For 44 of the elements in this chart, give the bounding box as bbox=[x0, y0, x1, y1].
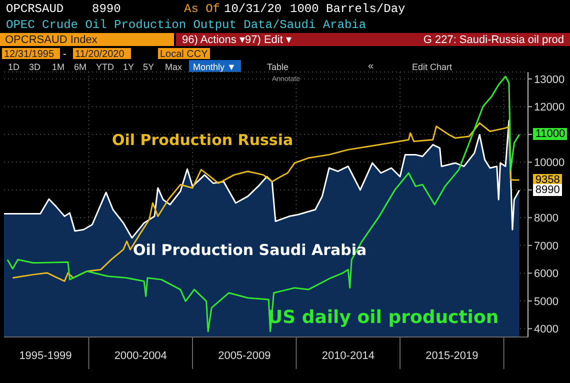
y-tick-label: 12000 bbox=[534, 102, 565, 114]
x-tick-label: 2000-2004 bbox=[114, 350, 167, 362]
text: 97) Edit ▾ bbox=[245, 34, 292, 47]
annotation: Table bbox=[267, 61, 289, 74]
y-tick-label: 13000 bbox=[534, 74, 565, 86]
annotation: 3D bbox=[29, 61, 41, 74]
annotation: 1M bbox=[52, 61, 65, 74]
text: 10/31/20 bbox=[224, 2, 282, 16]
x-tick-label: 2015-2019 bbox=[426, 350, 478, 362]
annotation: 8990 bbox=[533, 184, 562, 196]
y-tick-label: 5000 bbox=[534, 296, 558, 308]
annotation: 11000 bbox=[533, 128, 568, 140]
annotation: 5Y bbox=[143, 61, 154, 74]
chart-title: OPEC Crude Oil Production Output Data/Saudi Arabia bbox=[6, 18, 366, 32]
y-tick-label: 8000 bbox=[534, 212, 558, 225]
annotation: 1Y bbox=[123, 61, 134, 74]
annotation: YTD bbox=[96, 61, 114, 74]
text: 11/20/2020 bbox=[75, 48, 124, 61]
text: OPCRSAUD Index bbox=[5, 34, 98, 47]
annotation: Edit Chart bbox=[412, 61, 452, 74]
x-tick-label: 1995-1999 bbox=[19, 350, 72, 362]
y-tick-label: 10000 bbox=[534, 157, 565, 170]
annotation: Monthly ▼ bbox=[193, 61, 236, 74]
x-tick-label: 2005-2009 bbox=[218, 350, 271, 362]
annotation: 6M bbox=[74, 61, 87, 74]
annotation: 1D bbox=[8, 61, 20, 74]
annotation: « bbox=[368, 60, 374, 73]
line-series bbox=[6, 76, 520, 332]
line-series bbox=[12, 122, 520, 282]
y-tick-label: 6000 bbox=[534, 268, 558, 280]
text: 96) Actions ▾ bbox=[182, 34, 245, 47]
text: 8990 bbox=[92, 2, 121, 16]
text: As Of bbox=[184, 2, 220, 16]
text: OPCRSAUD bbox=[6, 2, 64, 16]
y-tick-label: 4000 bbox=[534, 324, 558, 336]
text: - bbox=[63, 48, 66, 61]
annotation: 9358 bbox=[533, 174, 562, 186]
text: 1000 Barrels/Day bbox=[290, 2, 406, 16]
text: G 227: Saudi-Russia oil prod bbox=[423, 34, 564, 47]
y-tick-label: 7000 bbox=[534, 240, 558, 252]
x-tick-label: 2010-2014 bbox=[322, 350, 374, 362]
annotation: Max bbox=[165, 61, 182, 74]
text: 12/31/1995 bbox=[4, 48, 54, 61]
series-label: Oil Production Russia bbox=[112, 131, 294, 149]
